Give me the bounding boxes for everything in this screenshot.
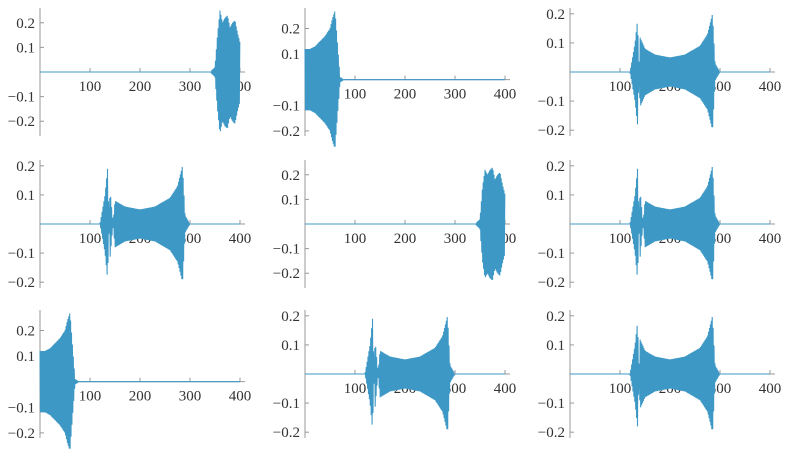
x-tick-label: 400 — [494, 381, 517, 397]
chart-panel-6: 100 200 300 400−0.2−0.10.10.2 — [538, 159, 781, 291]
chart-panel-2: 100 200 300 400 −0.2 −0.1 0.1 0.2 — [273, 8, 516, 147]
x-tick-label: 400 — [229, 231, 252, 247]
y-tick-label: 0.1 — [546, 188, 565, 204]
y-tick-label: −0.1 — [273, 396, 300, 412]
y-tick-label: −0.2 — [538, 425, 565, 441]
x-tick-label: 400 — [759, 231, 782, 247]
y-tick-label: 0.2 — [546, 7, 565, 23]
chart-panel-9: 100 200 300 400−0.2−0.10.10.2 — [538, 309, 781, 441]
chart-panel-7: 100 200 300 400 −0.2 −0.1 0.1 0.2 — [8, 310, 251, 449]
series-line-1 — [304, 11, 505, 147]
x-tick-label: 100 — [344, 381, 367, 397]
y-tick-label: −0.2 — [538, 275, 565, 291]
y-tick-label: −0.1 — [8, 90, 35, 106]
y-tick-label: 0.2 — [16, 159, 35, 175]
y-tick-label: −0.2 — [8, 426, 35, 442]
chart-panel-1: 100 200 300 400−0.2−0.10.10.2 — [8, 8, 251, 136]
y-tick-label: 0.2 — [281, 309, 300, 325]
x-tick-label: 300 — [444, 87, 467, 103]
y-tick-label: 0.2 — [546, 159, 565, 175]
x-tick-label: 100 — [79, 231, 102, 247]
y-tick-label: 0.2 — [16, 16, 35, 32]
x-tick-label: 100 — [609, 231, 632, 247]
y-tick-label: −0.1 — [8, 400, 35, 416]
series-line-1 — [39, 313, 240, 449]
y-tick-label: −0.2 — [273, 425, 300, 441]
y-tick-label: −0.2 — [538, 123, 565, 139]
y-tick-label: −0.1 — [273, 98, 300, 114]
series-line-1 — [570, 166, 770, 280]
series-line-1 — [305, 167, 506, 280]
series-line-1 — [40, 166, 240, 280]
x-tick-label: 300 — [179, 389, 202, 405]
chart-panel-3: 100 200 300 400−0.2−0.10.10.2 — [538, 7, 781, 139]
y-tick-label: −0.1 — [538, 94, 565, 110]
y-tick-label: 0.2 — [546, 309, 565, 325]
y-tick-label: −0.1 — [538, 246, 565, 262]
y-tick-label: 0.2 — [281, 21, 300, 37]
y-tick-label: −0.1 — [273, 242, 300, 258]
series-line-1 — [570, 316, 770, 430]
x-tick-label: 400 — [759, 381, 782, 397]
x-tick-label: 200 — [129, 389, 152, 405]
x-tick-label: 200 — [394, 87, 417, 103]
y-tick-label: 0.1 — [16, 188, 35, 204]
y-tick-label: 0.1 — [546, 338, 565, 354]
y-tick-label: −0.1 — [8, 246, 35, 262]
y-tick-label: 0.1 — [546, 36, 565, 52]
series-line-1 — [570, 14, 770, 128]
series-line-1 — [305, 316, 505, 430]
y-tick-label: −0.2 — [8, 114, 35, 130]
x-tick-label: 100 — [344, 231, 367, 247]
x-tick-label: 100 — [609, 381, 632, 397]
y-tick-label: −0.2 — [273, 266, 300, 282]
x-tick-label: 100 — [79, 79, 102, 95]
x-tick-label: 300 — [444, 231, 467, 247]
series-line-1 — [40, 10, 241, 132]
y-tick-label: −0.2 — [273, 124, 300, 140]
x-tick-label: 100 — [344, 87, 367, 103]
y-tick-label: 0.1 — [16, 349, 35, 365]
x-tick-label: 400 — [229, 389, 252, 405]
y-tick-label: −0.2 — [8, 275, 35, 291]
chart-panel-8: 100 200 300 400−0.2−0.10.10.2 — [273, 309, 516, 441]
x-tick-label: 200 — [394, 231, 417, 247]
y-tick-label: 0.2 — [16, 323, 35, 339]
x-tick-label: 400 — [759, 79, 782, 95]
x-tick-label: 300 — [179, 79, 202, 95]
y-tick-label: 0.1 — [281, 338, 300, 354]
y-tick-label: −0.1 — [538, 396, 565, 412]
x-tick-label: 200 — [129, 79, 152, 95]
y-tick-label: 0.1 — [16, 40, 35, 56]
x-tick-label: 100 — [609, 79, 632, 95]
chart-panel-4: 100 200 300 400−0.2−0.10.10.2 — [8, 159, 251, 291]
y-tick-label: 0.1 — [281, 192, 300, 208]
x-tick-label: 100 — [79, 389, 102, 405]
x-tick-label: 400 — [494, 87, 517, 103]
chart-panel-5: 100 200 300 400−0.2−0.10.10.2 — [273, 160, 516, 288]
y-tick-label: 0.1 — [281, 47, 300, 63]
y-tick-label: 0.2 — [281, 168, 300, 184]
